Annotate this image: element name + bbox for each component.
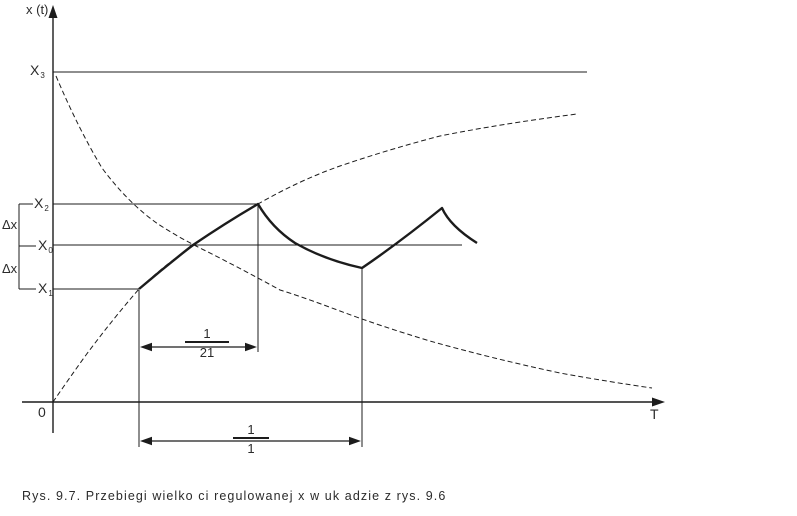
interval-label-half-period: 1 21 (185, 327, 229, 359)
level-label-x0: X0 (38, 238, 53, 258)
regulated-variable-curve (138, 202, 478, 290)
y-axis-arrowhead (48, 5, 58, 18)
full-period-arrowhead-left (140, 436, 152, 446)
half-period-numerator: 1 (203, 326, 211, 341)
level-label-x2: X2 (34, 196, 49, 216)
half-period-arrowhead-left (140, 342, 152, 352)
figure-caption: Rys. 9.7. Przebiegi wielko ci regulowane… (22, 489, 447, 503)
delta-x-upper-label: Δx (2, 217, 18, 232)
full-period-fraction-bar (233, 437, 269, 439)
delta-x-lower-label: Δx (2, 261, 18, 276)
level-label-x3: X3 (30, 63, 45, 83)
full-period-numerator: 1 (247, 422, 255, 437)
level-label-x3-main: X (30, 62, 40, 78)
cooling-curve-dashed (55, 75, 653, 389)
level-label-x0-main: X (38, 237, 48, 253)
level-label-x1-sub: 1 (48, 289, 53, 298)
x-axis-arrowhead (652, 397, 665, 407)
full-period-denominator: 1 (247, 441, 255, 456)
level-label-x0-sub: 0 (48, 246, 53, 255)
full-period-arrowhead-right (349, 436, 361, 446)
heating-curve-dashed (52, 113, 578, 403)
level-label-x3-sub: 3 (40, 71, 45, 80)
y-axis-label: x (t) (26, 2, 49, 17)
half-period-denominator: 21 (199, 345, 215, 360)
interval-label-full-period: 1 1 (233, 423, 269, 455)
origin-label: 0 (38, 404, 46, 420)
half-period-fraction-bar (185, 341, 229, 343)
level-label-x2-sub: 2 (44, 204, 49, 213)
level-label-x1: X1 (38, 281, 53, 301)
level-label-x1-main: X (38, 280, 48, 296)
x-axis-label: T (650, 406, 659, 422)
half-period-arrowhead-right (245, 342, 257, 352)
level-label-x2-main: X (34, 195, 44, 211)
